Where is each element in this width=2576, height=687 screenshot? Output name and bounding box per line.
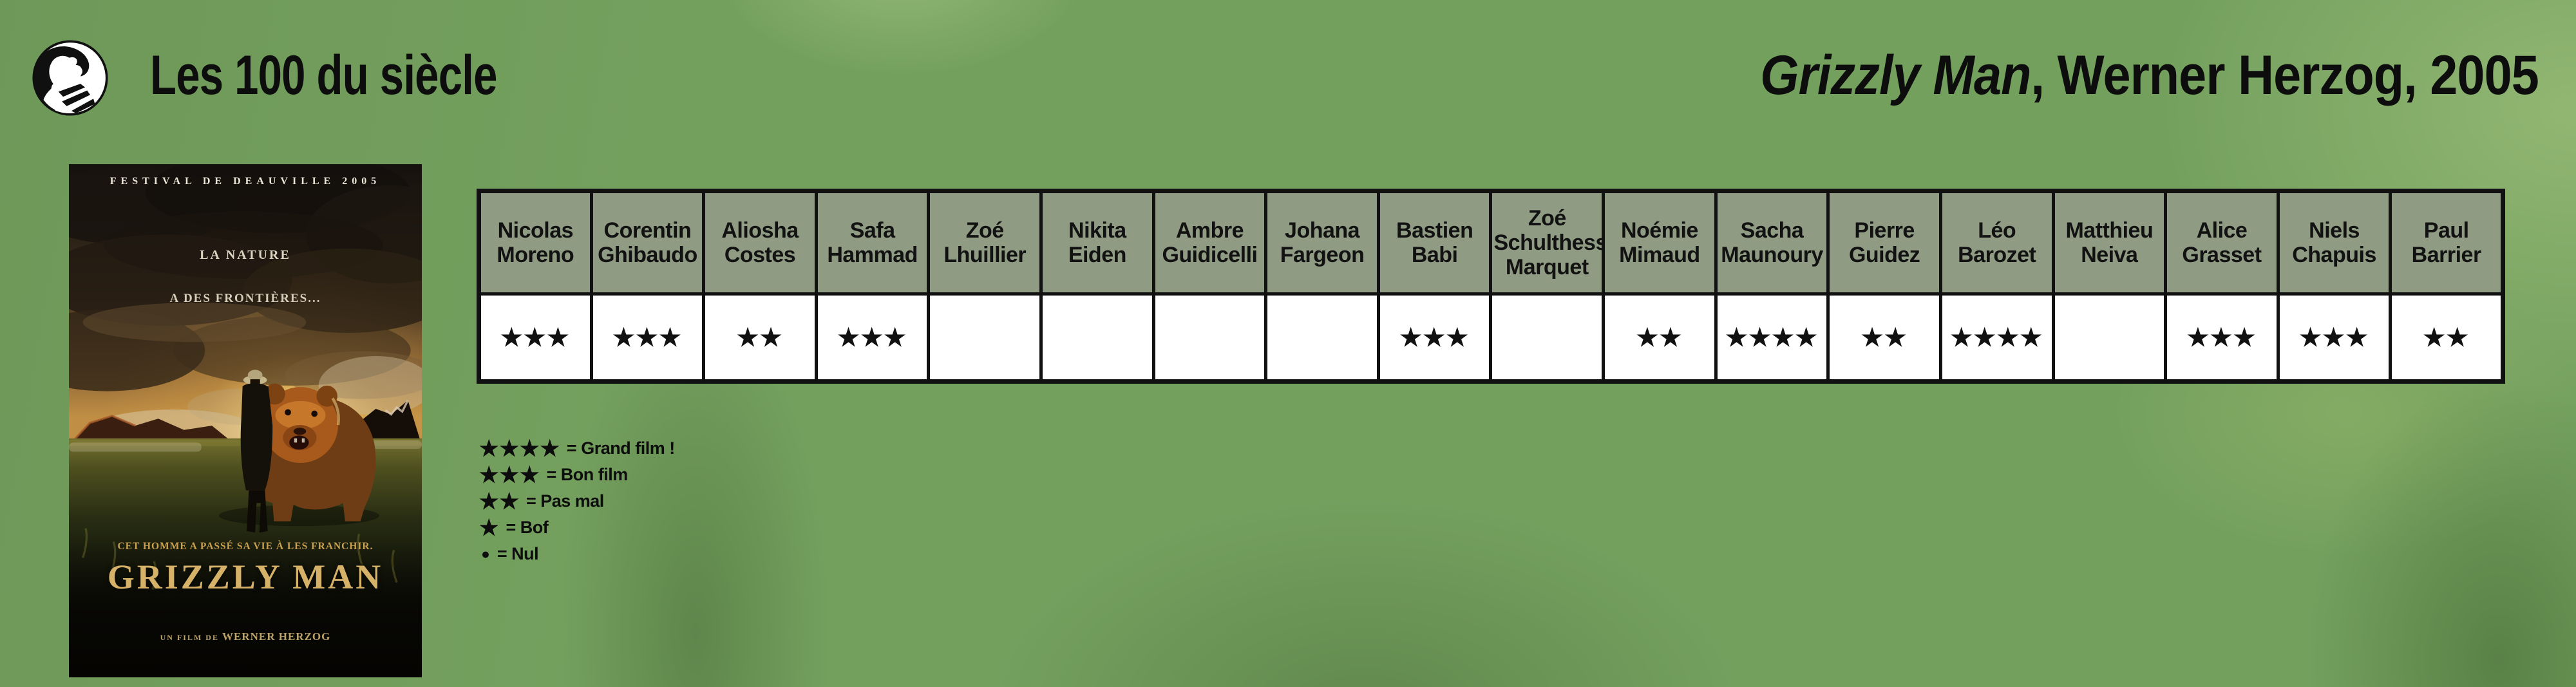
rating-cell: ★★ — [2389, 292, 2505, 383]
critic-column-header: Paul Barrier — [2389, 189, 2505, 296]
wave-icon — [32, 40, 108, 116]
rating-cell: ★★ — [1602, 292, 1718, 383]
ratings-table: Nicolas Moreno Corentin Ghibaudo Aliosha C… — [477, 189, 2505, 384]
film-title-italic: Grizzly Man — [1760, 44, 2031, 106]
legend-symbol: ● — [481, 545, 491, 562]
critic-column-header: Alice Grasset — [2164, 189, 2280, 296]
critic-column-header: Aliosha Costes — [702, 189, 818, 296]
critic-column-header: Nikita Eiden — [1039, 189, 1155, 296]
legend-item: ★★★ = Bon film — [479, 462, 675, 488]
rating-cell: ★★★ — [477, 292, 593, 383]
legend-label: = Pas mal — [526, 491, 604, 511]
critics-header-row: Nicolas Moreno Corentin Ghibaudo Aliosha C… — [477, 189, 2505, 296]
critic-column-header: Ambre Guidicelli — [1151, 189, 1268, 296]
film-meta: , Werner Herzog, 2005 — [2031, 44, 2539, 106]
critic-column-header: Johana Fargeon — [1264, 189, 1380, 296]
poster-title: GRIZZLY MAN — [107, 558, 384, 596]
rating-cell — [2051, 292, 2168, 383]
critic-column-header: Safa Hammad — [814, 189, 931, 296]
man-silhouette — [240, 370, 273, 533]
critic-column-header: Matthieu Neiva — [2051, 189, 2168, 296]
wave-logo — [31, 39, 109, 117]
legend-label: = Nul — [497, 544, 539, 563]
rating-cell: ★★ — [702, 292, 818, 383]
poster-credit: UN FILM DE WERNER HERZOG — [69, 630, 422, 643]
legend-item: ★★★★ = Grand film ! — [479, 435, 675, 462]
critic-column-header: Corentin Ghibaudo — [589, 189, 706, 296]
poster-tagline-frontieres: A DES FRONTIÈRES... — [169, 292, 321, 305]
film-reference: Grizzly Man, Werner Herzog, 2005 — [1760, 48, 2539, 103]
poster-artwork — [69, 164, 422, 677]
rating-cell — [1489, 292, 1605, 383]
rating-cell: ★★★★ — [1938, 292, 2055, 383]
critic-column-header: Nicolas Moreno — [477, 189, 593, 296]
poster-credit-prefix: UN FILM DE — [160, 633, 222, 642]
page-title: Les 100 du siècle — [150, 44, 497, 106]
poster-tagline-nature: LA NATURE — [200, 248, 291, 262]
critic-column-header: Pierre Guidez — [1826, 189, 1942, 296]
rating-cell: ★★★ — [1376, 292, 1493, 383]
critic-column-header: Sacha Maunoury — [1714, 189, 1830, 296]
legend-item: ★★ = Pas mal — [479, 488, 675, 514]
critic-column-header: Bastien Babi — [1376, 189, 1493, 296]
legend-label: = Grand film ! — [566, 438, 675, 458]
bear-silhouette — [247, 383, 376, 522]
ratings-row: ★★★ ★★★ ★★ ★★★ ★★★ ★★ ★★★★ ★★ ★★★★ ★★★ ★★★ ★★ — [477, 292, 2505, 383]
rating-cell: ★★★★ — [1714, 292, 1830, 383]
rating-cell — [1039, 292, 1155, 383]
legend-item: ● = Nul — [479, 541, 675, 567]
rating-cell: ★★★ — [589, 292, 706, 383]
legend-symbol: ★★★ — [479, 462, 540, 487]
critic-column-header: Niels Chapuis — [2276, 189, 2392, 296]
ratings-legend: ★★★★ = Grand film ! ★★★ = Bon film ★★ = Pas m… — [479, 435, 675, 567]
rating-cell: ★★★ — [814, 292, 931, 383]
critic-column-header: Zoé Lhuillier — [927, 189, 1043, 296]
legend-symbol: ★★ — [479, 489, 520, 514]
legend-label: = Bof — [506, 518, 549, 537]
poster-credit-director: WERNER HERZOG — [222, 630, 331, 643]
poster-festival-banner: FESTIVAL DE DEAUVILLE 2005 — [109, 176, 381, 187]
rating-cell — [1264, 292, 1380, 383]
poster-tagline-franchir: CET HOMME A PASSÉ SA VIE À LES FRANCHIR. — [117, 541, 374, 552]
rating-cell: ★★ — [1826, 292, 1942, 383]
movie-poster: FESTIVAL DE DEAUVILLE 2005 LA NATURE A D… — [69, 164, 422, 677]
rating-cell: ★★★ — [2276, 292, 2392, 383]
rating-cell — [1151, 292, 1268, 383]
legend-label: = Bon film — [546, 465, 628, 484]
rating-cell — [927, 292, 1043, 383]
critic-column-header: Léo Barozet — [1938, 189, 2055, 296]
critic-column-header: Zoé Schulthess Marquet — [1489, 189, 1605, 296]
ratings-table-container: Nicolas Moreno Corentin Ghibaudo Aliosha C… — [477, 189, 2505, 384]
legend-symbol: ★★★★ — [479, 436, 560, 461]
legend-symbol: ★ — [479, 515, 500, 540]
legend-item: ★ = Bof — [479, 514, 675, 541]
rating-cell: ★★★ — [2164, 292, 2280, 383]
critic-column-header: Noémie Mimaud — [1602, 189, 1718, 296]
